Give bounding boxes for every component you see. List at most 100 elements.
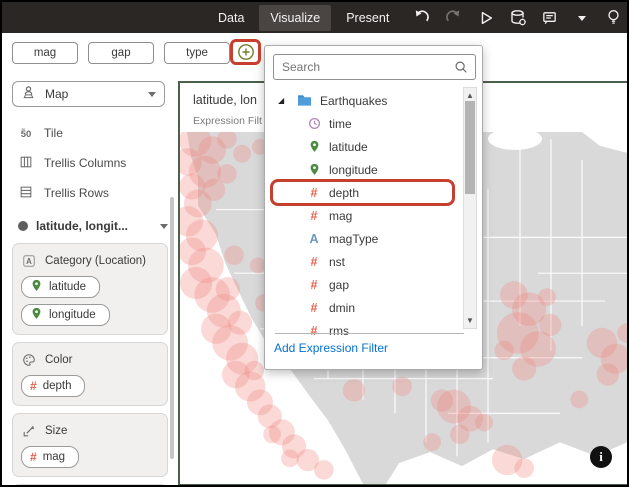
grammar-section-size[interactable]: Size # mag: [12, 413, 168, 477]
earthquake-marker[interactable]: [268, 419, 295, 446]
earthquake-marker[interactable]: [512, 356, 537, 381]
grammar-section-category-location-[interactable]: A Category (Location) latitude longitude: [12, 243, 168, 335]
earthquake-marker[interactable]: [206, 293, 241, 328]
earthquake-marker[interactable]: [180, 267, 213, 300]
earthquake-marker[interactable]: [514, 458, 534, 478]
sidebar-scrollbar[interactable]: [170, 197, 174, 459]
earthquake-marker[interactable]: [249, 257, 266, 274]
earthquake-marker[interactable]: [538, 288, 556, 306]
grammar-section-color[interactable]: Color # depth: [12, 342, 168, 406]
earthquake-marker[interactable]: [226, 342, 259, 375]
tab-present[interactable]: Present: [346, 10, 390, 25]
earthquake-marker[interactable]: [247, 389, 273, 416]
field-row-depth[interactable]: # depth: [265, 179, 456, 206]
earthquake-marker[interactable]: [222, 360, 250, 389]
earthquake-marker[interactable]: [233, 144, 251, 163]
earthquake-marker[interactable]: [180, 237, 206, 266]
earthquake-marker[interactable]: [180, 148, 202, 176]
filter-pill-mag[interactable]: mag: [12, 42, 78, 64]
field-row-gap[interactable]: # gap: [265, 273, 456, 296]
earthquake-marker[interactable]: [430, 389, 454, 412]
field-row-nst[interactable]: # nst: [265, 250, 456, 273]
earthquake-marker[interactable]: [492, 444, 523, 476]
earthquake-marker[interactable]: [494, 340, 514, 361]
field-row-magType[interactable]: A magType: [265, 227, 456, 250]
earthquake-marker[interactable]: [538, 313, 562, 337]
viz-option-trellis-columns[interactable]: Trellis Columns: [12, 148, 168, 178]
scrollbar-thumb[interactable]: [465, 101, 475, 194]
earthquake-marker[interactable]: [314, 460, 334, 480]
earthquake-marker[interactable]: [520, 331, 556, 367]
present-play-icon[interactable]: [476, 8, 495, 27]
earthquake-marker[interactable]: [617, 323, 627, 343]
scroll-down-icon[interactable]: ▼: [466, 316, 474, 325]
filter-pill-type[interactable]: type: [164, 42, 230, 64]
earthquake-marker[interactable]: [281, 434, 307, 459]
viz-type-select[interactable]: Map: [12, 81, 165, 107]
earthquake-marker[interactable]: [215, 276, 240, 302]
field-row-time[interactable]: time: [265, 112, 456, 135]
earthquake-marker[interactable]: [496, 312, 539, 354]
insights-bulb-icon[interactable]: [604, 8, 623, 27]
earthquake-marker[interactable]: [586, 327, 618, 358]
earthquake-marker[interactable]: [257, 404, 282, 429]
tab-visualize[interactable]: Visualize: [259, 4, 332, 31]
earthquake-marker[interactable]: [342, 379, 366, 402]
earthquake-marker[interactable]: [392, 376, 412, 397]
layer-header[interactable]: latitude, longit...: [12, 216, 168, 236]
earthquake-marker[interactable]: [194, 277, 231, 313]
earthquake-marker[interactable]: [224, 245, 244, 265]
earthquake-marker[interactable]: [184, 189, 212, 218]
tab-data[interactable]: Data: [218, 10, 245, 25]
viz-option-trellis-rows[interactable]: Trellis Rows: [12, 178, 168, 208]
viz-option-tile[interactable]: 5̃0 Tile: [12, 118, 168, 148]
earthquake-marker[interactable]: [185, 219, 218, 252]
earthquake-marker[interactable]: [180, 173, 206, 200]
earthquake-marker[interactable]: [180, 206, 204, 237]
field-row-dmin[interactable]: # dmin: [265, 296, 456, 319]
earthquake-marker[interactable]: [296, 448, 319, 472]
field-row-latitude[interactable]: latitude: [265, 135, 456, 158]
earthquake-marker[interactable]: [423, 433, 441, 451]
earthquake-marker[interactable]: [217, 132, 237, 149]
earthquake-marker[interactable]: [198, 136, 227, 164]
earthquake-marker[interactable]: [281, 449, 299, 468]
earthquake-marker[interactable]: [500, 281, 528, 309]
earthquake-marker[interactable]: [212, 325, 248, 361]
dataset-row-earthquakes[interactable]: ◢ Earthquakes: [265, 89, 456, 112]
earthquake-marker[interactable]: [201, 313, 232, 344]
scroll-up-icon[interactable]: ▲: [466, 91, 474, 100]
earthquake-marker[interactable]: [263, 425, 281, 444]
field-pill-mag[interactable]: # mag: [21, 446, 80, 468]
search-input[interactable]: [282, 55, 448, 79]
earthquake-marker[interactable]: [475, 413, 493, 432]
undo-icon[interactable]: [412, 8, 431, 27]
earthquake-marker[interactable]: [227, 310, 252, 335]
earthquake-marker[interactable]: [188, 155, 222, 188]
filter-pill-gap[interactable]: gap: [88, 42, 154, 64]
field-row-rms[interactable]: # rms: [265, 319, 456, 342]
field-pill-latitude[interactable]: latitude: [21, 276, 101, 298]
earthquake-marker[interactable]: [202, 178, 226, 201]
earthquake-marker[interactable]: [244, 360, 264, 381]
caret-down-icon[interactable]: [572, 8, 591, 27]
earthquake-marker[interactable]: [217, 164, 237, 184]
earthquake-marker[interactable]: [512, 292, 547, 326]
field-pill-depth[interactable]: # depth: [21, 375, 86, 397]
add-expression-filter-link[interactable]: Add Expression Filter: [274, 341, 389, 355]
earthquake-marker[interactable]: [188, 247, 224, 284]
earthquake-marker[interactable]: [437, 389, 471, 424]
earthquake-marker[interactable]: [450, 424, 470, 445]
popup-scrollbar[interactable]: ▲ ▼: [463, 87, 477, 329]
tree-expander-icon[interactable]: ◢: [278, 96, 285, 105]
field-pill-longitude[interactable]: longitude: [21, 304, 110, 326]
add-filter-button[interactable]: [237, 43, 255, 61]
field-row-mag[interactable]: # mag: [265, 204, 456, 227]
info-icon[interactable]: i: [590, 446, 612, 468]
earthquake-marker[interactable]: [180, 132, 212, 157]
narrate-icon[interactable]: [540, 8, 559, 27]
field-row-longitude[interactable]: longitude: [265, 158, 456, 181]
data-actions-icon[interactable]: [508, 8, 527, 27]
earthquake-marker[interactable]: [235, 371, 266, 402]
redo-icon[interactable]: [444, 8, 463, 27]
